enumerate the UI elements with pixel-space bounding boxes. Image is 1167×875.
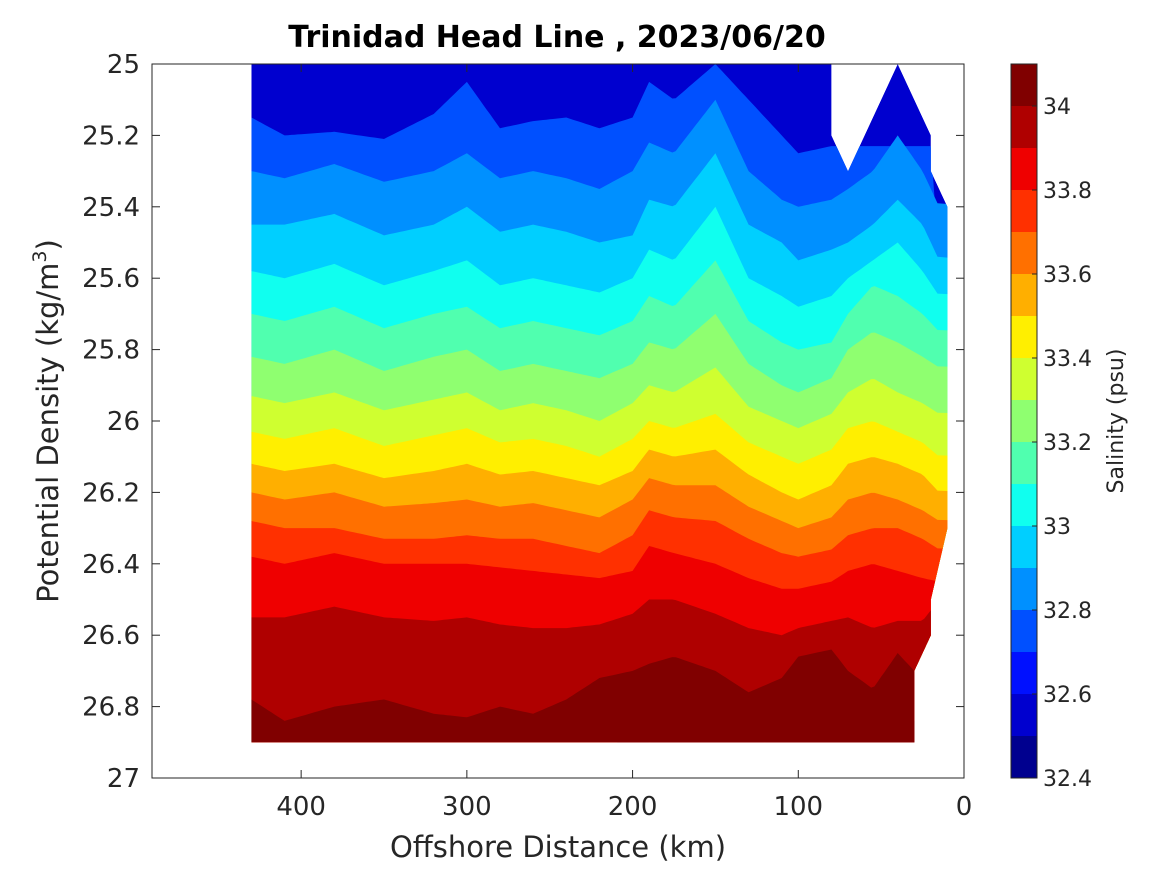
colorbar-swatch (1011, 568, 1037, 610)
colorbar-swatch (1011, 148, 1037, 190)
colorbar-swatch (1011, 652, 1037, 694)
y-axis-label-suffix: ) (31, 239, 65, 250)
y-tick-label: 25.6 (82, 264, 140, 294)
colorbar-tick-label: 33.4 (1043, 347, 1092, 372)
x-tick-label: 300 (442, 792, 492, 822)
contour-fills (251, 64, 948, 743)
colorbar-swatches (1011, 64, 1037, 778)
y-tick-label: 26.4 (82, 550, 140, 580)
colorbar-tick-label: 32.8 (1043, 599, 1092, 624)
x-tick-label: 400 (276, 792, 326, 822)
y-tick-label: 26 (107, 407, 140, 437)
colorbar-tick-label: 33 (1043, 515, 1071, 540)
colorbar-label: Salinity (psu) (1104, 349, 1129, 494)
y-tick-label: 25.4 (82, 193, 140, 223)
chart-title: Trinidad Head Line , 2023/06/20 (288, 20, 825, 55)
colorbar-frame (1010, 63, 1038, 779)
y-tick-label: 25 (107, 50, 140, 80)
colorbar: 32.4 32.6 32.8 33 33.2 33.4 33.6 33.8 34 Salinit… (1010, 63, 1129, 792)
colorbar-ticks: 32.4 32.6 32.8 33 33.2 33.4 33.6 33.8 34 (1032, 95, 1092, 792)
colorbar-swatch (1011, 400, 1037, 442)
colorbar-tick-label: 33.2 (1043, 431, 1092, 456)
colorbar-swatch (1011, 484, 1037, 526)
colorbar-swatch (1011, 736, 1037, 778)
colorbar-swatch (1011, 526, 1037, 568)
colorbar-tick-label: 33.6 (1043, 263, 1092, 288)
colorbar-tick-label: 32.6 (1043, 683, 1092, 708)
y-axis-label-superscript: 3 (29, 250, 51, 262)
contour-band-34 (251, 649, 948, 743)
colorbar-tick-label: 32.4 (1043, 767, 1092, 792)
y-axis-ticks: 25 25.2 25.4 25.6 25.8 26 26.2 26.4 26.6 26.8 27 (82, 50, 964, 794)
colorbar-swatch (1011, 358, 1037, 400)
y-tick-label: 25.8 (82, 336, 140, 366)
colorbar-swatch (1011, 694, 1037, 736)
colorbar-swatch (1011, 106, 1037, 148)
y-tick-label: 26.6 (82, 621, 140, 651)
y-tick-label: 25.2 (82, 121, 140, 151)
x-tick-label: 100 (773, 792, 823, 822)
plot-area (151, 63, 965, 779)
colorbar-swatch (1011, 274, 1037, 316)
y-tick-label: 26.2 (82, 478, 140, 508)
colorbar-swatch (1011, 610, 1037, 652)
colorbar-swatch (1011, 64, 1037, 106)
x-tick-label: 200 (608, 792, 658, 822)
x-axis-ticks: 400 300 200 100 0 (276, 64, 972, 822)
colorbar-tick-label: 34 (1043, 95, 1071, 120)
x-tick-label: 0 (956, 792, 973, 822)
y-tick-label: 26.8 (82, 693, 140, 723)
colorbar-swatch (1011, 442, 1037, 484)
colorbar-swatch (1011, 316, 1037, 358)
colorbar-swatch (1011, 190, 1037, 232)
colorbar-swatch (1011, 232, 1037, 274)
y-tick-label: 27 (107, 764, 140, 794)
y-axis-label: Potential Density (kg/m3) (29, 239, 65, 603)
y-axis-label-main: Potential Density (kg/m (31, 263, 65, 603)
x-axis-label: Offshore Distance (km) (390, 830, 726, 864)
colorbar-tick-label: 33.8 (1043, 179, 1092, 204)
